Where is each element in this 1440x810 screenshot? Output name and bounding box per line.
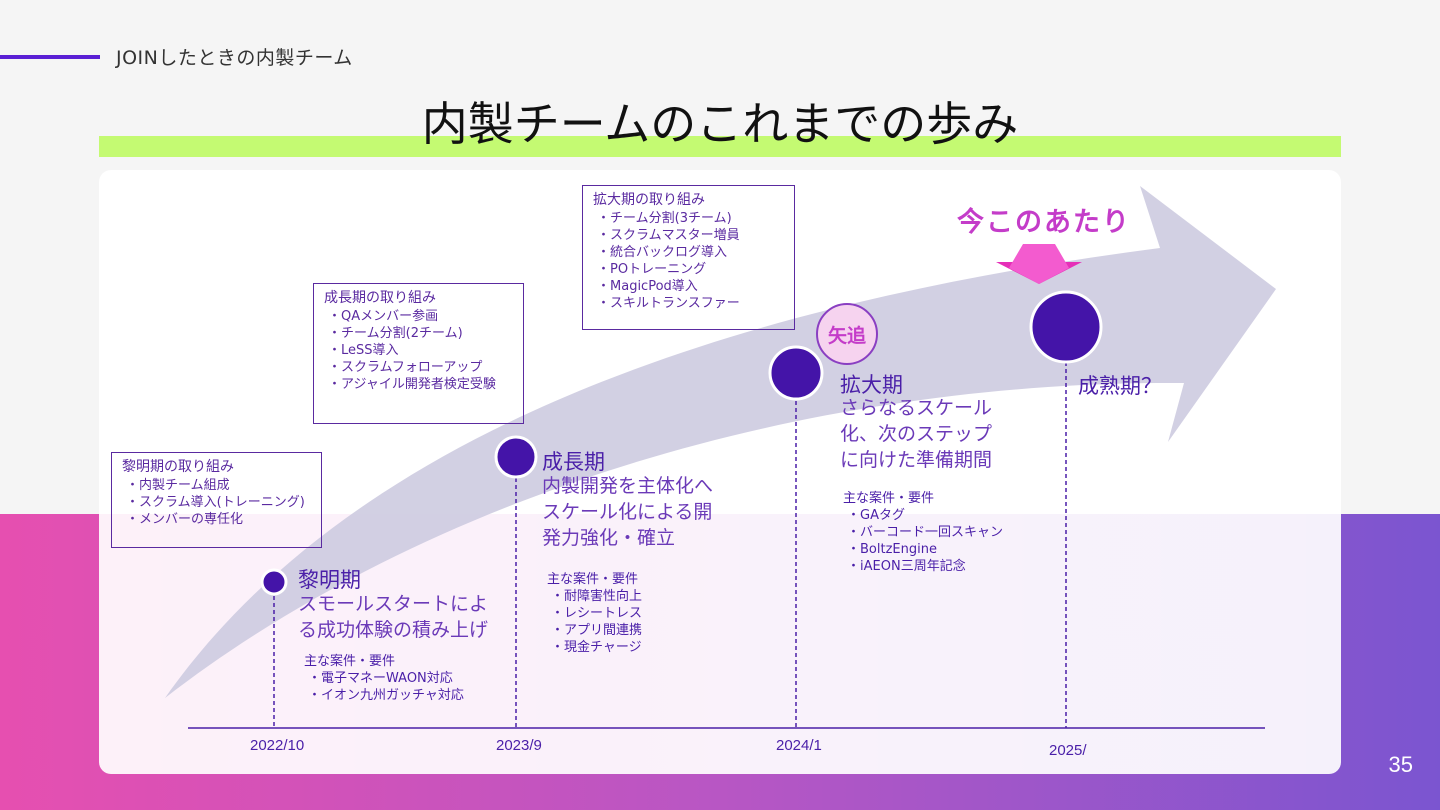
growth-arrow (165, 186, 1276, 698)
initiatives-box-title: 黎明期の取り組み (122, 459, 234, 475)
initiative-item: ・アジャイル開発者検定受験 (328, 377, 496, 392)
chase-badge: 矢追 (816, 303, 878, 365)
initiative-item: ・QAメンバー参画 (328, 309, 439, 324)
initiatives-box-title: 拡大期の取り組み (593, 192, 705, 208)
page-title: 内製チームのこれまでの歩み (421, 97, 1019, 151)
phase-desc-expansion: さらなるスケール 化、次のステップ に向けた準備期間 (840, 397, 993, 471)
initiative-item: ・POトレーニング (597, 262, 707, 277)
phase-name-maturity: 成熟期？ (1078, 374, 1162, 398)
date-label: 2022/10 (250, 737, 305, 754)
phase-desc-growth: 内製開発を主体化へ スケール化による開 発力強化・確立 (542, 475, 714, 549)
phase-dot-3 (768, 345, 824, 401)
initiative-item: ・スクラムフォローアップ (328, 360, 483, 375)
phase-dot-1 (260, 568, 288, 596)
initiatives-box-dawn: 黎明期の取り組み ・内製チーム組成 ・スクラム導入(トレーニング) ・メンバーの… (111, 452, 322, 548)
initiative-item: ・チーム分割(2チーム) (328, 326, 463, 341)
phase-desc-dawn: スモールスタートによ る成功体験の積み上げ (298, 593, 489, 641)
phase-dot-4 (1029, 290, 1103, 364)
initiative-item: ・統合バックログ導入 (597, 245, 728, 260)
page-number: 35 (1388, 752, 1413, 777)
date-label: 2025/ (1049, 742, 1087, 759)
initiative-item: ・スクラムマスター増員 (597, 228, 740, 243)
phase-dot-2 (494, 435, 538, 479)
phase-name-expansion: 拡大期 (840, 373, 903, 397)
initiatives-box-title: 成長期の取り組み (324, 290, 436, 306)
title-highlight-bar (99, 136, 1341, 157)
section-label: JOINしたときの内製チーム (116, 47, 353, 69)
initiative-item: ・スクラム導入(トレーニング) (126, 495, 305, 510)
initiative-item: ・MagicPod導入 (597, 279, 698, 294)
now-arrow-top-icon (1009, 244, 1069, 284)
phase-name-growth: 成長期 (542, 450, 605, 474)
initiatives-box-expansion: 拡大期の取り組み ・チーム分割(3チーム) ・スクラムマスター増員 ・統合バック… (582, 185, 795, 330)
section-accent-line (0, 55, 100, 59)
requirements-expansion: 主な案件・要件 ・GAタグ ・バーコード一回スキャン ・BoltzEngine … (843, 491, 1004, 574)
date-label: 2024/1 (776, 737, 822, 754)
initiative-item: ・内製チーム組成 (126, 478, 230, 493)
initiative-item: ・LeSS導入 (328, 343, 399, 358)
phase-name-dawn: 黎明期 (298, 568, 361, 592)
date-label: 2023/9 (496, 737, 542, 754)
initiative-item: ・スキルトランスファー (597, 296, 740, 311)
initiative-item: ・メンバーの専任化 (126, 512, 244, 527)
initiatives-box-growth: 成長期の取り組み ・QAメンバー参画 ・チーム分割(2チーム) ・LeSS導入 … (313, 283, 524, 424)
now-label: 今このあたり (957, 207, 1131, 238)
requirements-dawn: 主な案件・要件 ・電子マネーWAON対応 ・イオン九州ガッチャ対応 (304, 654, 464, 703)
initiative-item: ・チーム分割(3チーム) (597, 211, 732, 226)
requirements-growth: 主な案件・要件 ・耐障害性向上 ・レシートレス ・アプリ間連携 ・現金チャージ (547, 572, 643, 655)
